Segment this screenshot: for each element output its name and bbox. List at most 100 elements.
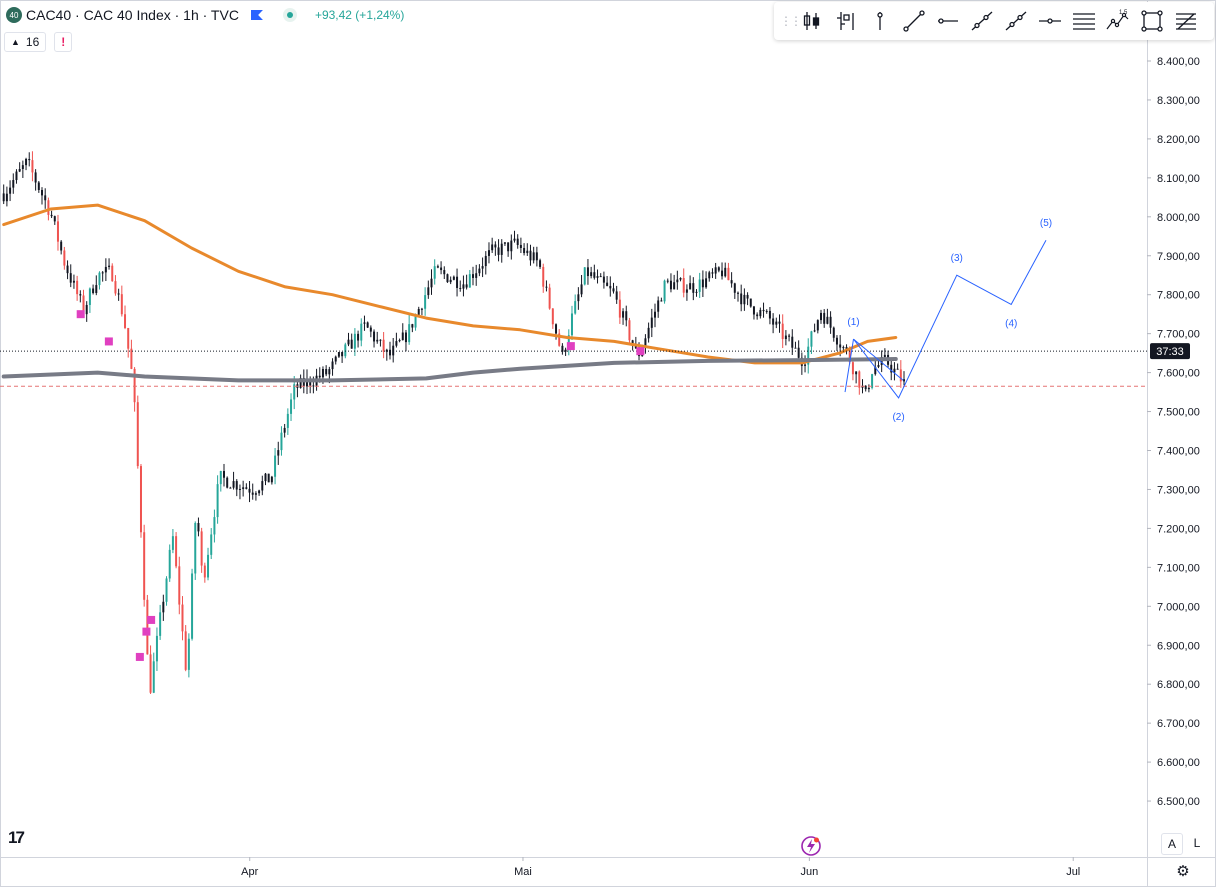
fib-retracement-tool-button[interactable] xyxy=(1170,6,1202,36)
elliott-wave-tool-button[interactable]: 1 5 xyxy=(1102,6,1134,36)
extended-line-tool-button[interactable] xyxy=(1000,6,1032,36)
candle-body xyxy=(203,565,206,578)
signal-markers xyxy=(76,310,645,661)
horizontal-line-tool-button[interactable] xyxy=(1034,6,1066,36)
candle-body xyxy=(194,522,197,574)
candle-body xyxy=(12,180,15,188)
vertical-line-tool-button[interactable] xyxy=(864,6,896,36)
price-tick-label: 8.200,00 xyxy=(1157,134,1200,146)
wave-label: (1) xyxy=(847,317,859,328)
spark-icon[interactable] xyxy=(800,835,822,857)
indicator-bar: ▲ 16 ! xyxy=(4,32,73,52)
gear-icon[interactable]: ⚙ xyxy=(1176,863,1190,880)
parallel-channel-tool-button[interactable] xyxy=(1068,6,1100,36)
candle-body xyxy=(443,270,446,275)
candle-body xyxy=(373,331,376,342)
price-change: +93,42 (+1,24%) xyxy=(314,8,405,22)
drag-handle-icon[interactable]: ⋮⋮ xyxy=(780,14,802,28)
price-tick-label: 8.100,00 xyxy=(1157,173,1200,185)
candle-body xyxy=(810,331,813,347)
candle-body xyxy=(851,362,854,375)
candle-body xyxy=(63,250,66,266)
signal-marker xyxy=(566,342,575,351)
trend-line-tool-button[interactable] xyxy=(898,6,930,36)
candle-body xyxy=(746,294,749,299)
candle-body xyxy=(366,322,369,328)
candle-body xyxy=(98,272,101,286)
candles-tool-button[interactable] xyxy=(796,6,828,36)
candle-body xyxy=(411,324,414,328)
candle-body xyxy=(893,368,896,373)
ray-tool-button[interactable] xyxy=(966,6,998,36)
candle-body xyxy=(108,265,111,267)
price-tick-label: 6.500,00 xyxy=(1157,796,1200,808)
indicator-count: 16 xyxy=(25,35,40,49)
candle-body xyxy=(114,281,117,294)
trend-line-icon xyxy=(903,10,925,32)
candle-body xyxy=(168,549,171,579)
candle-body xyxy=(762,309,765,312)
candle-body xyxy=(139,466,142,533)
price-tick-label: 7.400,00 xyxy=(1157,446,1200,458)
horizontal-segment-tool-button[interactable] xyxy=(932,6,964,36)
candle-body xyxy=(385,349,388,352)
candle-body xyxy=(794,347,797,349)
candle-body xyxy=(44,195,47,201)
rectangle-tool-button[interactable] xyxy=(1136,6,1168,36)
bars-tool-button[interactable] xyxy=(830,6,862,36)
tradingview-logo[interactable]: 17 xyxy=(8,828,25,847)
candle-body xyxy=(341,352,344,357)
market-status-icon[interactable] xyxy=(282,8,297,22)
candle-body xyxy=(165,578,168,602)
time-axis[interactable]: AprMaiJunJulAug xyxy=(241,857,1216,878)
rectangle-icon xyxy=(1141,10,1163,32)
ray-icon xyxy=(971,11,993,31)
candle-body xyxy=(542,266,545,287)
candle-body xyxy=(283,427,286,433)
price-axis[interactable]: 6.500,00 6.600,00 6.700,00 6.800,00 6.900,00… xyxy=(1147,56,1200,808)
candle-body xyxy=(267,473,270,483)
indicators-toggle[interactable]: ▲ 16 xyxy=(4,32,47,52)
price-tick-label: 7.300,00 xyxy=(1157,484,1200,496)
symbol-badge[interactable]: 40 xyxy=(6,7,22,23)
candle-body xyxy=(293,384,296,400)
candle-body xyxy=(360,323,363,341)
auto-scale-button[interactable]: A xyxy=(1161,833,1183,855)
candle-body xyxy=(248,488,251,493)
time-tick-label: Mai xyxy=(514,866,532,878)
candle-body xyxy=(159,612,162,636)
log-scale-button[interactable]: L xyxy=(1193,836,1201,850)
candle-body xyxy=(440,267,443,271)
candle-body xyxy=(207,554,210,578)
wave-label: (5) xyxy=(1040,218,1052,229)
candle-body xyxy=(848,350,851,363)
drawn-line xyxy=(853,338,904,381)
candle-body xyxy=(92,288,95,294)
symbol-title[interactable]: CAC40 · CAC 40 Index · 1h · TVC xyxy=(26,7,239,23)
flag-icon[interactable] xyxy=(250,10,263,20)
elliott-wave-projection[interactable]: (1) (2) (3) (4) (5) xyxy=(844,218,1052,423)
candle-body xyxy=(768,310,771,319)
candle-body xyxy=(855,371,858,375)
time-tick-label: Apr xyxy=(241,866,258,878)
candle-body xyxy=(37,182,40,190)
signal-marker xyxy=(104,337,113,346)
candle-body xyxy=(18,169,21,172)
candle-body xyxy=(695,291,698,293)
candle-body xyxy=(449,279,452,283)
bars-icon xyxy=(837,12,854,30)
candle-body xyxy=(602,276,605,283)
horizontal-segment-icon xyxy=(938,18,958,24)
candle-body xyxy=(53,216,56,222)
candle-body xyxy=(280,432,283,451)
alert-button[interactable]: ! xyxy=(54,32,73,52)
candle-body xyxy=(363,322,366,324)
candle-body xyxy=(835,337,838,345)
candle-body xyxy=(622,311,625,318)
candle-body xyxy=(644,338,647,348)
candle-body xyxy=(72,280,75,283)
candle-body xyxy=(797,347,800,358)
candle-body xyxy=(864,385,867,390)
candle-body xyxy=(66,265,69,274)
